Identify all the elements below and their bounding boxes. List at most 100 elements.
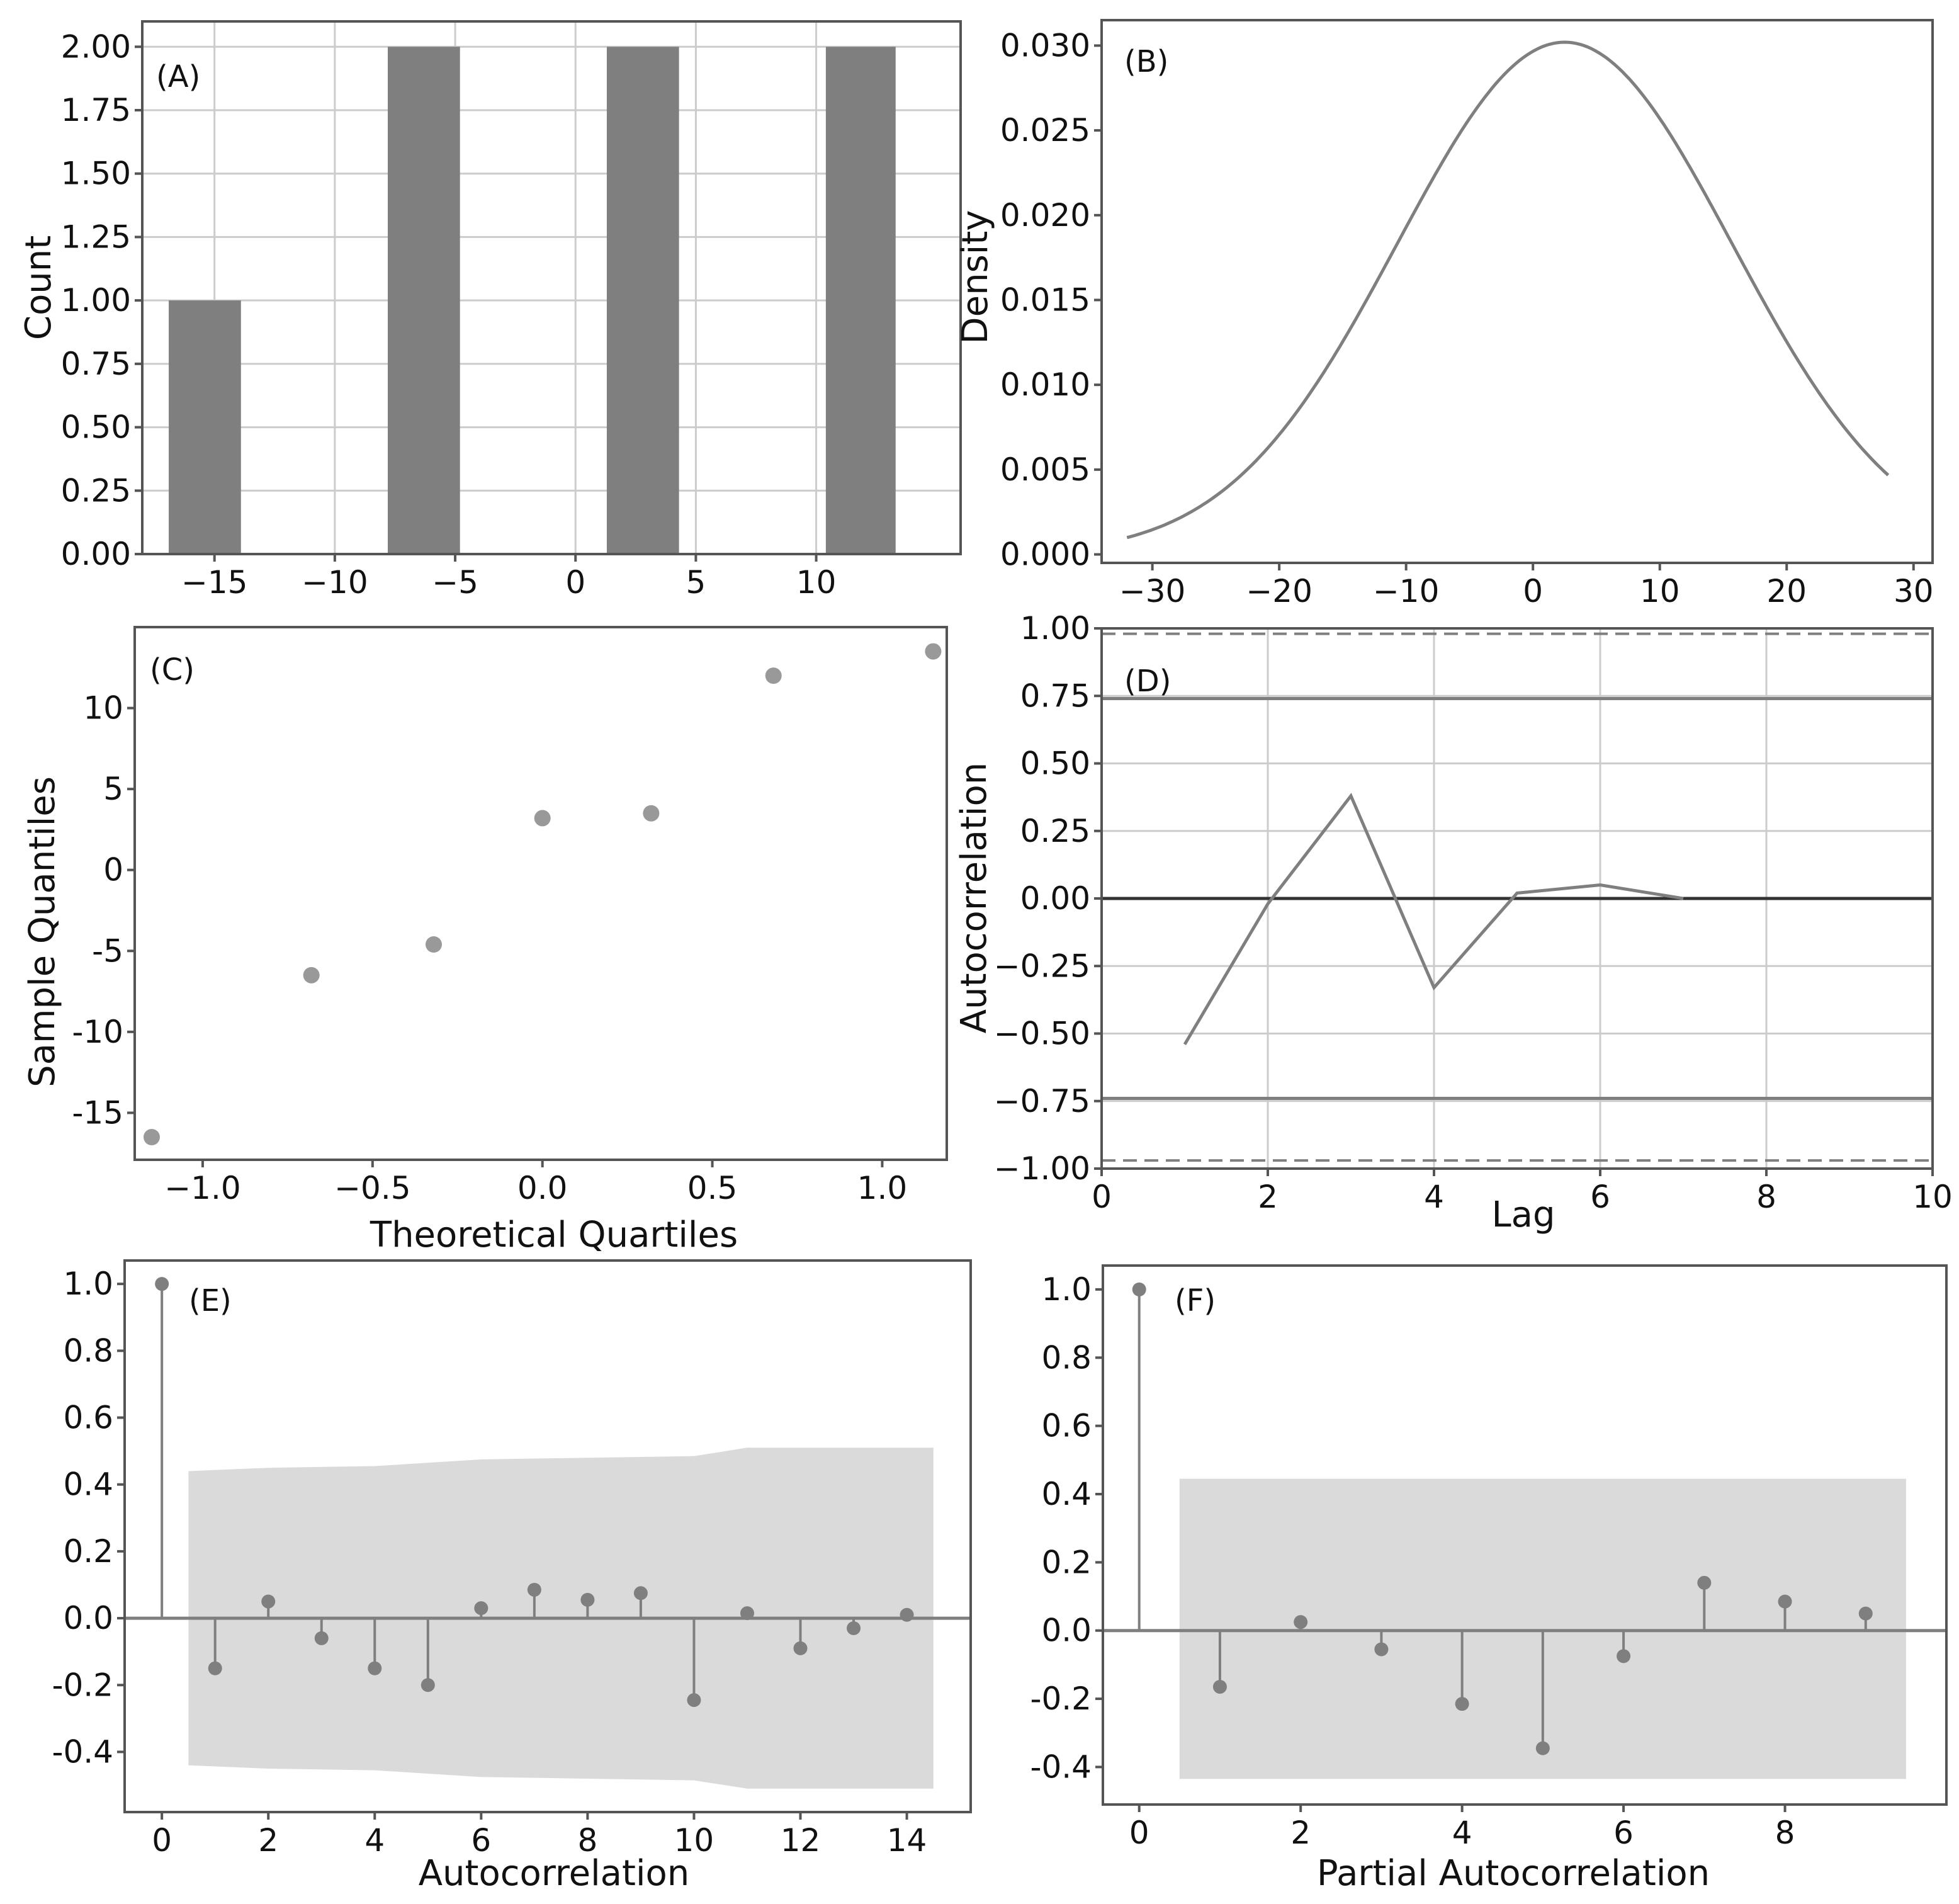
panel-f-stem-marker-5 — [1535, 1741, 1550, 1755]
panel-e-xtick-label-5: 10 — [674, 1822, 714, 1859]
panel-e-xtick-label-3: 6 — [471, 1822, 491, 1859]
panel-a-xtick-label-4: 5 — [686, 564, 706, 601]
panel-b-frame — [1100, 19, 1934, 564]
panel-e-ytick-label-3: 0.2 — [63, 1533, 113, 1570]
panel-f-frame — [1102, 1264, 1948, 1806]
panel-a-frame — [141, 20, 962, 555]
panel-d-ytick-label-5: 0.25 — [1020, 813, 1090, 849]
panel-b-ytick-label-3: 0.015 — [1000, 281, 1090, 318]
panel-c-point-3 — [534, 810, 551, 827]
panel-c-xtick-label-4: 1.0 — [857, 1170, 908, 1206]
panel-a-ytick-label-5: 1.25 — [61, 218, 131, 255]
panel-f-ytick-label-7: 1.0 — [1041, 1271, 1092, 1308]
panel-a-ytick-label-2: 0.50 — [61, 409, 131, 446]
panel-e-stem-marker-13 — [847, 1621, 861, 1635]
panel-e-frame — [123, 1259, 972, 1813]
panel-b-density-curve — [1126, 40, 1890, 540]
panel-a-label: (A) — [156, 59, 200, 94]
panel-f-stem-marker-7 — [1697, 1575, 1712, 1590]
panel-a-ytick-label-4: 1.00 — [61, 282, 131, 319]
panel-c-ylabel: Sample Quantiles — [22, 776, 63, 1087]
panel-d-series-line-0 — [1183, 793, 1684, 1045]
panel-d-xtick-label-4: 8 — [1756, 1179, 1776, 1215]
panel-b-xtick-label-4: 10 — [1640, 573, 1680, 609]
panel-c-point-1 — [303, 966, 320, 983]
panel-e-label: (E) — [189, 1283, 232, 1318]
panel-e-xtick-label-0: 0 — [152, 1822, 172, 1859]
panel-e-stem-marker-2 — [261, 1594, 276, 1609]
panel-e-stem-marker-10 — [687, 1693, 701, 1708]
panel-c-point-4 — [643, 805, 660, 822]
panel-a-xtick-label-2: −5 — [432, 564, 478, 601]
panel-c-ytick-label-1: -10 — [72, 1014, 123, 1050]
panel-d-ytick-label-1: −0.75 — [994, 1083, 1090, 1119]
panel-a-xtick-label-5: 10 — [796, 564, 837, 601]
panel-d-ytick-label-2: −0.50 — [994, 1016, 1090, 1052]
panel-c-point-0 — [143, 1129, 160, 1145]
panel-e-stem-marker-0 — [155, 1277, 169, 1291]
panel-e-ytick-label-6: 0.8 — [63, 1332, 113, 1369]
panel-c-xtick-label-1: −0.5 — [334, 1170, 410, 1206]
panel-e-stem-marker-8 — [580, 1592, 595, 1607]
panel-f-stem-marker-0 — [1132, 1282, 1146, 1296]
panel-d-xtick-label-5: 10 — [1912, 1179, 1953, 1215]
panel-e-ytick-label-5: 0.6 — [63, 1400, 113, 1436]
panel-d-xtick-label-1: 2 — [1258, 1179, 1278, 1215]
panel-e-stem-marker-11 — [740, 1606, 754, 1621]
panel-c-xlabel: Theoretical Quartiles — [370, 1215, 738, 1255]
panel-f-ytick-label-4: 0.4 — [1041, 1476, 1092, 1512]
panel-e-xlabel: Autocorrelation — [419, 1853, 690, 1894]
panel-c-frame — [133, 626, 948, 1161]
panel-a-ytick-label-1: 0.25 — [61, 472, 131, 509]
panel-f-stem-marker-6 — [1617, 1649, 1631, 1663]
panel-e-stem-marker-1 — [208, 1661, 222, 1675]
panel-f-stem-marker-4 — [1455, 1697, 1469, 1711]
panel-b-ytick-label-4: 0.020 — [1000, 197, 1090, 234]
panel-b-density: −30 −20 −10 0 10 20 30 0.000 0.005 0.010 0.015 0.02… — [955, 19, 1934, 609]
panel-b-ytick-label-0: 0.000 — [1000, 536, 1090, 573]
panel-a-ytick-label-7: 1.75 — [61, 92, 131, 128]
panel-c-ytick-label-5: 10 — [83, 690, 123, 727]
panel-f-xtick-label-0: 0 — [1129, 1815, 1149, 1851]
panel-c-xtick-label-0: −1.0 — [164, 1170, 240, 1206]
panel-a-bar-0 — [169, 300, 241, 554]
panel-f-ytick-label-0: -0.4 — [1030, 1748, 1092, 1785]
panel-e-xtick-label-2: 4 — [364, 1822, 385, 1859]
panel-c-ytick-label-0: -15 — [72, 1094, 123, 1131]
panel-a-ytick-label-8: 2.00 — [61, 28, 131, 65]
panel-e-stem-marker-5 — [421, 1678, 435, 1692]
panel-f-label: (F) — [1175, 1283, 1216, 1318]
panel-a-bar-2 — [606, 47, 679, 555]
panel-f-xtick-label-3: 6 — [1613, 1815, 1634, 1851]
panel-e-acf-plot: 0 2 4 6 8 10 12 14 -0.4 -0.2 0.0 0.2 0.4 0.6 0.8 1.0 (E… — [52, 1259, 972, 1894]
panel-b-xtick-label-3: 0 — [1523, 573, 1543, 609]
panel-d-ytick-label-3: −0.25 — [994, 948, 1090, 984]
panel-e-stem-marker-14 — [900, 1607, 914, 1622]
panel-f-ytick-label-1: -0.2 — [1030, 1680, 1092, 1717]
panel-f-xlabel: Partial Autocorrelation — [1317, 1853, 1710, 1894]
panel-d-ytick-label-4: 0.00 — [1020, 880, 1090, 917]
panel-f-ytick-label-2: 0.0 — [1041, 1612, 1092, 1649]
panel-e-xtick-label-4: 8 — [577, 1822, 597, 1859]
panel-b-ylabel: Density — [955, 210, 996, 344]
panel-e-stem-marker-4 — [368, 1661, 382, 1675]
panel-c-point-2 — [425, 936, 442, 953]
panel-e-stem-marker-3 — [314, 1631, 329, 1645]
panel-b-xtick-label-5: 20 — [1766, 573, 1807, 609]
panel-c-ytick-label-2: -5 — [92, 932, 123, 969]
panel-c-label: (C) — [150, 652, 195, 688]
panel-a-histogram: −15 −10 −5 0 5 10 0.00 0.25 0.50 0.75 1.00 1.25 1.50… — [18, 20, 962, 601]
panel-c-point-5 — [765, 667, 782, 684]
panel-f-xtick-label-4: 8 — [1775, 1815, 1795, 1851]
panel-f-ytick-label-5: 0.6 — [1041, 1408, 1092, 1444]
panel-a-ylabel: Count — [18, 235, 59, 340]
panel-f-stem-marker-1 — [1212, 1680, 1227, 1694]
panel-f-pacf-plot: 0 2 4 6 8 -0.4 -0.2 0.0 0.2 0.4 0.6 0.8 1.0 (F) Part… — [1030, 1264, 1948, 1894]
panel-a-ytick-label-6: 1.50 — [61, 156, 131, 192]
panel-c-xtick-label-2: 0.0 — [517, 1170, 568, 1206]
panel-f-stem-marker-2 — [1294, 1615, 1308, 1629]
panel-e-stem-marker-9 — [633, 1586, 648, 1601]
panel-f-stem-marker-9 — [1858, 1606, 1873, 1621]
panel-e-stem-marker-12 — [793, 1641, 808, 1655]
